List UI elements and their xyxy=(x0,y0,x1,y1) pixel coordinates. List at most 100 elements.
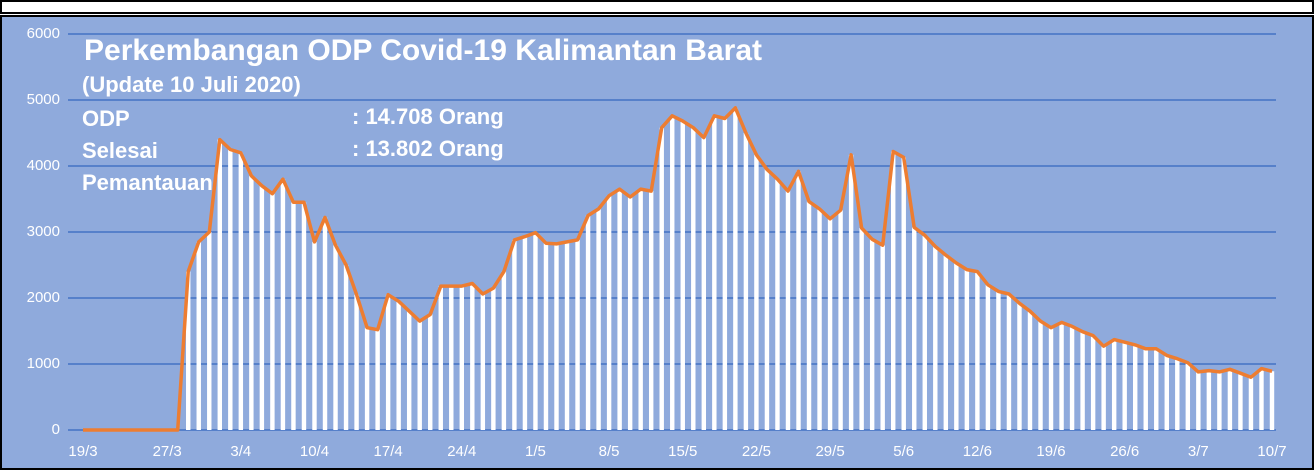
x-tick-label: 1/5 xyxy=(525,443,546,460)
bar xyxy=(501,271,507,430)
bar xyxy=(638,189,643,430)
x-tick-label: 3/7 xyxy=(1188,443,1209,460)
bar xyxy=(207,232,212,430)
bar xyxy=(722,118,728,430)
bar xyxy=(1017,303,1022,430)
bar xyxy=(1133,344,1138,430)
annotation-text: : 13.802 Orang xyxy=(352,136,504,161)
bar xyxy=(691,127,696,430)
bar xyxy=(785,191,791,430)
bar xyxy=(712,115,717,430)
bar xyxy=(186,271,191,430)
bar xyxy=(322,217,328,430)
bar xyxy=(627,197,633,430)
bar xyxy=(1206,370,1212,430)
bar xyxy=(659,127,664,430)
bar xyxy=(1080,331,1085,430)
bar xyxy=(701,137,707,430)
bar xyxy=(291,202,296,430)
bar xyxy=(617,189,622,430)
bar xyxy=(1090,335,1096,430)
bar xyxy=(901,157,906,431)
bar xyxy=(1238,373,1243,430)
bar xyxy=(596,208,601,430)
bar xyxy=(912,227,917,430)
x-tick-label: 3/4 xyxy=(230,443,251,460)
bar xyxy=(733,107,738,431)
bar xyxy=(1006,294,1012,430)
bar xyxy=(1227,369,1233,430)
bar xyxy=(838,210,843,430)
bar xyxy=(680,121,685,431)
bar xyxy=(890,151,896,431)
bar xyxy=(301,202,307,430)
x-tick-label: 22/5 xyxy=(742,443,771,460)
x-tick-label: 5/6 xyxy=(893,443,914,460)
line xyxy=(83,106,1273,432)
bar xyxy=(375,329,380,430)
bar xyxy=(1248,377,1254,430)
x-tick-label: 27/3 xyxy=(153,443,182,460)
y-tick-label: 2000 xyxy=(27,289,60,306)
top-strip xyxy=(0,0,1314,14)
x-tick-label: 26/6 xyxy=(1110,443,1139,460)
bar xyxy=(1154,348,1159,430)
bar xyxy=(480,294,486,430)
bar xyxy=(817,208,822,430)
bar xyxy=(670,115,675,430)
bar xyxy=(975,271,980,430)
bar xyxy=(522,236,528,430)
chart-title: Perkembangan ODP Covid-19 Kalimantan Bar… xyxy=(84,34,762,67)
bar xyxy=(249,175,254,430)
bar xyxy=(354,294,359,430)
bar xyxy=(954,263,959,430)
bar xyxy=(648,191,654,430)
bar xyxy=(459,286,465,430)
bar xyxy=(438,286,443,430)
bar xyxy=(1196,371,1201,430)
y-tick-label: 5000 xyxy=(27,91,60,108)
bar xyxy=(554,243,559,430)
y-tick-label: 0 xyxy=(52,421,60,438)
subtitle: (Update 10 Juli 2020) xyxy=(82,72,301,97)
bar xyxy=(869,239,875,430)
annotation-label: Pemantauan xyxy=(82,170,213,195)
bar xyxy=(217,139,222,430)
bar xyxy=(449,286,454,430)
annotation-label: ODP xyxy=(82,106,130,131)
bar xyxy=(1111,339,1117,430)
bar xyxy=(775,179,780,430)
bar xyxy=(259,185,265,430)
bar xyxy=(417,321,422,430)
bar xyxy=(933,246,938,430)
y-tick-label: 6000 xyxy=(27,25,60,42)
x-tick-label: 19/3 xyxy=(68,443,97,460)
bar xyxy=(1101,346,1106,430)
bar xyxy=(533,232,538,430)
bar xyxy=(1175,358,1180,430)
marks xyxy=(83,106,1275,432)
bar xyxy=(848,154,854,430)
bar xyxy=(512,239,517,430)
x-tick-label: 12/6 xyxy=(963,443,992,460)
bar xyxy=(196,241,201,430)
x-tick-label: 8/5 xyxy=(599,443,620,460)
y-tick-label: 4000 xyxy=(27,157,60,174)
bar xyxy=(922,235,927,430)
bar xyxy=(343,265,349,430)
bar xyxy=(1143,348,1148,430)
bar xyxy=(1059,322,1064,430)
bar xyxy=(754,154,759,430)
bar xyxy=(1185,362,1191,430)
x-tick-label: 29/5 xyxy=(815,443,844,460)
bar xyxy=(385,294,391,430)
x-tick-label: 15/5 xyxy=(668,443,697,460)
bar xyxy=(585,215,591,430)
bar xyxy=(1069,326,1075,430)
bar xyxy=(406,311,412,430)
bar xyxy=(1027,311,1033,430)
annotation-label: Selesai xyxy=(82,138,158,163)
bar xyxy=(470,283,475,430)
